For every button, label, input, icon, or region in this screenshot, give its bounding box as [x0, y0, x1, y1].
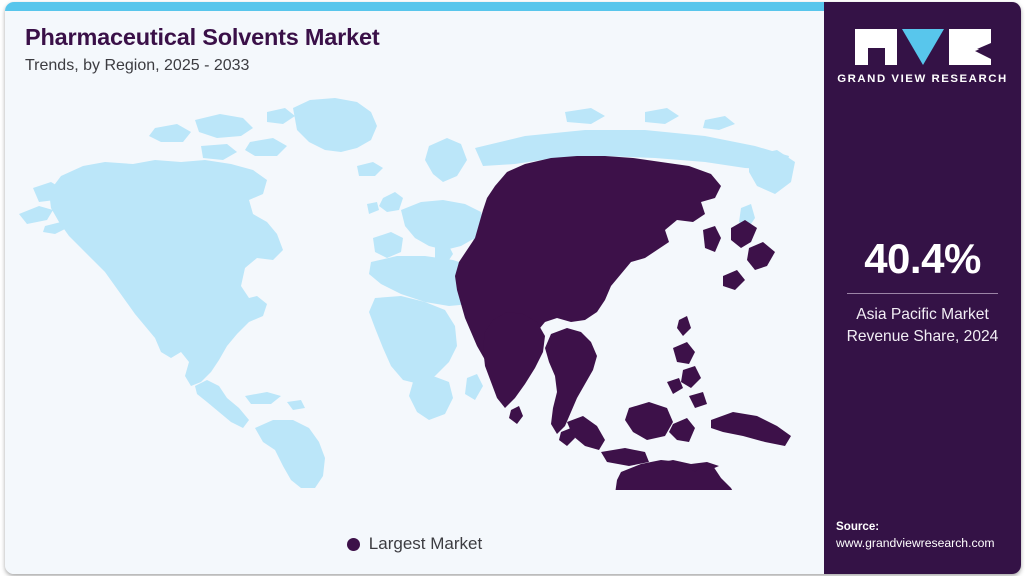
logo-wordmark: GRAND VIEW RESEARCH [837, 73, 1008, 85]
stat-block: 40.4% Asia Pacific Market Revenue Share,… [824, 238, 1021, 348]
stat-divider [847, 293, 998, 294]
logo-letter-g-icon [854, 29, 897, 65]
map-highlight-asia-pacific [455, 156, 791, 490]
stat-caption-line-1: Asia Pacific Market [856, 306, 989, 323]
source-label: Source: [836, 519, 880, 533]
map-land-default [19, 98, 795, 488]
source-url[interactable]: www.grandviewresearch.com [836, 536, 995, 551]
infographic-card: Pharmaceutical Solvents Market Trends, b… [5, 2, 1021, 574]
world-map [5, 90, 824, 490]
stat-value: 40.4% [864, 235, 981, 282]
legend: Largest Market [5, 534, 824, 554]
page-title: Pharmaceutical Solvents Market [25, 24, 380, 50]
top-accent-strip [5, 2, 824, 11]
map-panel: Pharmaceutical Solvents Market Trends, b… [5, 2, 824, 574]
source-block: Source: www.grandviewresearch.com [836, 518, 1021, 553]
sidebar-panel: GRAND VIEW RESEARCH 40.4% Asia Pacific M… [824, 2, 1021, 574]
logo-marks [854, 29, 991, 65]
stat-caption-line-2: Revenue Share, 2024 [846, 328, 999, 346]
legend-item-label: Largest Market [368, 534, 483, 553]
brand-logo: GRAND VIEW RESEARCH [824, 29, 1021, 85]
legend-marker-dot [346, 537, 360, 551]
logo-letter-r-icon [948, 29, 991, 65]
logo-letter-v-icon [901, 29, 944, 65]
title-block: Pharmaceutical Solvents Market Trends, b… [25, 24, 380, 75]
page-subtitle: Trends, by Region, 2025 - 2033 [25, 57, 250, 75]
